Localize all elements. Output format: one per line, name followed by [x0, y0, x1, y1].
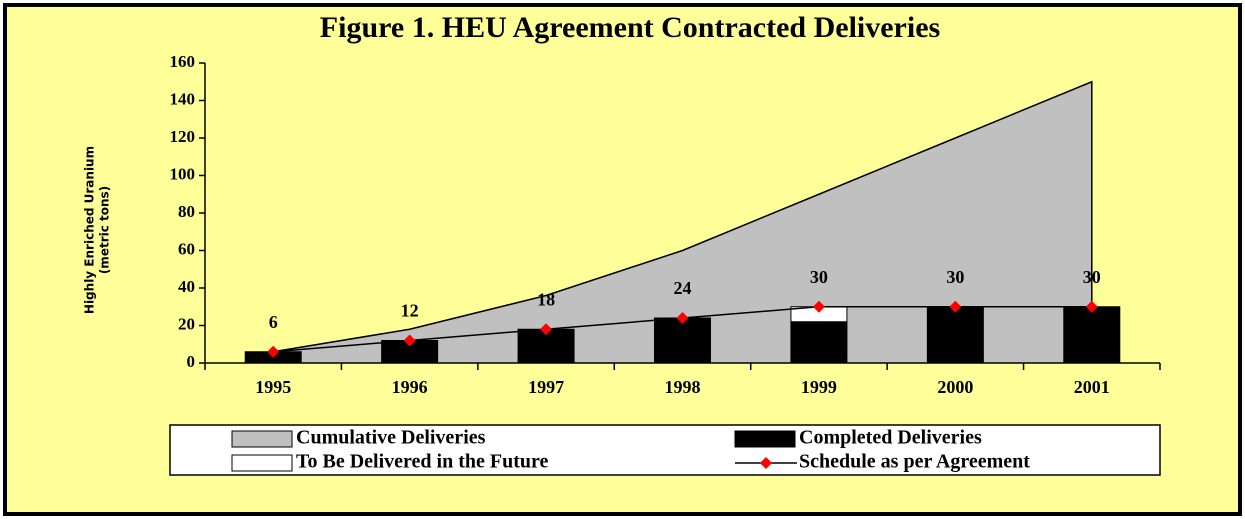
bar [1063, 306, 1121, 364]
legend-label: Completed Deliveries [799, 427, 982, 449]
area-line [273, 80, 1093, 363]
marker [267, 345, 280, 358]
x-tick-label: 2000 [937, 377, 973, 397]
legend-label: Cumulative Deliveries [296, 427, 486, 449]
x-tick-label: 1999 [801, 377, 837, 397]
legend-swatch [231, 454, 293, 472]
x-tick-label: 1997 [528, 377, 564, 397]
marker [540, 323, 553, 336]
data-label: 24 [674, 278, 692, 298]
y-tick-label: 20 [178, 314, 195, 333]
y-tick-label: 80 [178, 202, 195, 221]
y-tick-label: 160 [170, 52, 196, 71]
data-label: 6 [269, 312, 278, 332]
bar [926, 306, 984, 364]
data-label: 12 [401, 301, 419, 321]
chart-title: Figure 1. HEU Agreement Contracted Deliv… [320, 11, 940, 44]
bar [654, 317, 711, 364]
legend-swatch [760, 457, 772, 469]
y-axis-label: Highly Enriched Uranium (metric tons) [83, 146, 112, 314]
y-tick-label: 60 [178, 239, 195, 258]
y-tick-label: 0 [187, 352, 196, 371]
area [273, 81, 1092, 363]
legend-label: Schedule as per Agreement [799, 451, 1030, 473]
legend-swatch [231, 430, 293, 448]
bar [790, 321, 848, 364]
x-tick-label: 1995 [255, 377, 291, 397]
x-tick-label: 1998 [665, 377, 701, 397]
data-label: 30 [1083, 267, 1101, 287]
y-axis-label-line: (metric tons) [98, 186, 112, 274]
y-tick-label: 40 [178, 277, 195, 296]
legend [169, 424, 1161, 476]
y-tick-label: 120 [170, 127, 196, 146]
marker [403, 334, 416, 347]
x-tick-label: 2001 [1074, 377, 1110, 397]
marker [1085, 300, 1098, 313]
y-tick-label: 140 [170, 89, 196, 108]
marker [812, 300, 825, 313]
y-tick-label: 100 [170, 164, 196, 183]
data-label: 30 [946, 267, 964, 287]
y-axis-label-line: Highly Enriched Uranium [83, 146, 97, 314]
x-tick-label: 1996 [392, 377, 428, 397]
marker [949, 300, 962, 313]
legend-swatch [734, 430, 796, 448]
data-label: 30 [810, 267, 828, 287]
legend-label: To Be Delivered in the Future [296, 451, 549, 473]
marker [676, 312, 689, 324]
data-label: 18 [537, 289, 555, 309]
